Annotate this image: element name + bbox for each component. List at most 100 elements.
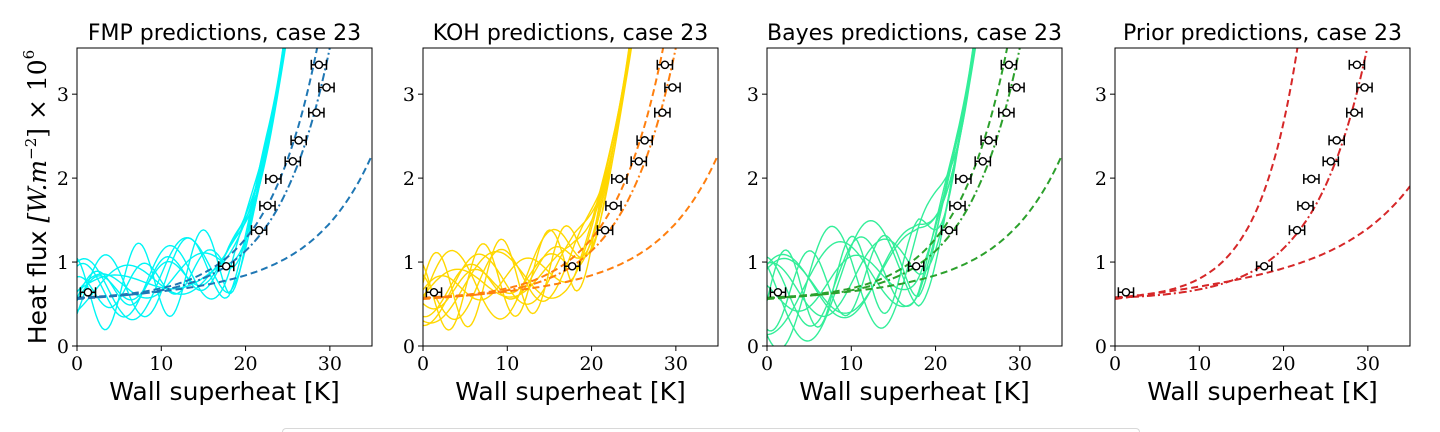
- observation-point: [310, 59, 328, 70]
- observation-point: [630, 156, 648, 167]
- sample-curve: [767, 48, 974, 312]
- panel-title: Bayes predictions, case 23: [767, 21, 1062, 46]
- sample-curve: [423, 48, 631, 327]
- legend-box: [282, 428, 1140, 432]
- panel-4: Prior predictions, case 23 Wall superheat…: [1095, 21, 1411, 406]
- observation-point: [1288, 225, 1306, 236]
- observation-point: [1297, 200, 1314, 211]
- x-tick-label: 30: [1356, 353, 1380, 375]
- observation-point: [318, 82, 335, 93]
- x-axis-label: Wall superheat [K]: [799, 377, 1029, 406]
- x-tick-label: 20: [233, 353, 257, 375]
- sample-curve: [423, 48, 632, 328]
- observation-point: [656, 59, 674, 70]
- y-tick-label: 1: [403, 252, 415, 274]
- sample-curve: [423, 48, 631, 298]
- y-tick-label: 1: [1095, 252, 1107, 274]
- observation-point: [636, 135, 654, 146]
- panel-2: KOH predictions, case 23 Wall superheat […: [403, 21, 719, 406]
- x-tick-label: 0: [1109, 353, 1121, 375]
- y-tick-label: 1: [747, 252, 759, 274]
- observation-point: [949, 200, 966, 211]
- observation-point: [1322, 156, 1340, 167]
- sample-curve: [767, 48, 975, 328]
- sample-curve: [767, 48, 974, 332]
- x-tick-label: 0: [71, 353, 83, 375]
- panel-3: Bayes predictions, case 23 Wall superheat…: [747, 21, 1063, 406]
- y-tick-label: 0: [403, 336, 415, 358]
- panel-title: FMP predictions, case 23: [88, 21, 361, 46]
- observation-point: [265, 173, 282, 184]
- observation-point: [1000, 59, 1018, 70]
- model-curve-dashdot: [1115, 48, 1369, 299]
- x-axis-label: Wall superheat [K]: [455, 377, 685, 406]
- observation-point: [998, 107, 1015, 118]
- x-tick-label: 10: [495, 353, 519, 375]
- axes-frame: [76, 47, 373, 347]
- x-tick-label: 0: [761, 353, 773, 375]
- y-tick-label: 2: [747, 168, 759, 190]
- panel-title: Prior predictions, case 23: [1123, 21, 1402, 46]
- x-tick-label: 30: [1008, 353, 1032, 375]
- observation-point: [217, 261, 235, 272]
- observation-point: [1008, 82, 1025, 93]
- sample-curve: [77, 48, 284, 318]
- observation-point: [664, 82, 681, 93]
- y-tick-label: 0: [747, 336, 759, 358]
- x-tick-label: 10: [149, 353, 173, 375]
- plot-area: [423, 48, 718, 331]
- y-axis-label: Heat flux [W.m−2] × 106: [20, 50, 52, 344]
- observation-point: [1348, 59, 1366, 70]
- observation-point: [1328, 135, 1346, 146]
- observation-point: [1255, 261, 1273, 272]
- y-tick-label: 3: [747, 84, 759, 106]
- sample-curve: [77, 48, 285, 312]
- x-tick-label: 30: [664, 353, 688, 375]
- observation-point: [308, 107, 325, 118]
- y-tick-label: 2: [1095, 168, 1107, 190]
- plot-area: [767, 48, 1062, 346]
- y-tick-label: 2: [57, 168, 69, 190]
- x-tick-label: 10: [839, 353, 863, 375]
- sample-curve: [767, 48, 976, 318]
- observation-point: [563, 261, 581, 272]
- y-tick-label: 0: [57, 336, 69, 358]
- x-tick-label: 10: [1187, 353, 1211, 375]
- observation-point: [907, 261, 925, 272]
- x-tick-label: 20: [923, 353, 947, 375]
- y-tick-label: 3: [1095, 84, 1107, 106]
- observation-point: [974, 156, 992, 167]
- observation-point: [596, 225, 614, 236]
- y-tick-label: 3: [57, 84, 69, 106]
- x-tick-label: 0: [417, 353, 429, 375]
- y-tick-label: 3: [403, 84, 415, 106]
- axes-frame: [766, 47, 1063, 347]
- observation-point: [654, 107, 671, 118]
- observation-point: [1117, 287, 1135, 298]
- observation-point: [769, 287, 787, 298]
- observation-point: [284, 156, 302, 167]
- axes-frame: [422, 47, 719, 347]
- x-tick-label: 30: [318, 353, 342, 375]
- panel-1: FMP predictions, case 23 Wall superheat […: [57, 21, 373, 406]
- observation-point: [605, 200, 622, 211]
- sample-curve: [767, 48, 977, 346]
- sample-curve: [767, 48, 975, 342]
- observation-point: [1346, 107, 1363, 118]
- sample-curve: [423, 48, 633, 320]
- x-axis-label: Wall superheat [K]: [109, 377, 339, 406]
- model-curve-dashed-slow: [77, 154, 372, 300]
- sample-curve: [767, 48, 976, 314]
- plot-area: [77, 48, 372, 331]
- observation-point: [259, 200, 276, 211]
- observation-point: [980, 135, 998, 146]
- observation-point: [425, 287, 443, 298]
- observation-point: [250, 225, 268, 236]
- x-axis-label: Wall superheat [K]: [1147, 377, 1377, 406]
- observation-point: [955, 173, 972, 184]
- x-tick-label: 20: [579, 353, 603, 375]
- plot-area: [1115, 48, 1410, 300]
- observation-point: [1356, 82, 1373, 93]
- sample-curve: [77, 48, 286, 292]
